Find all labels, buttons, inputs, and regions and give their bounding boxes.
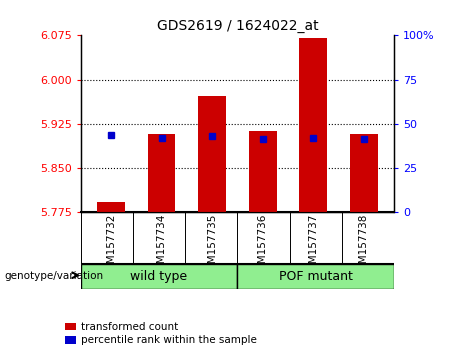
Text: POF mutant: POF mutant: [279, 270, 353, 283]
Text: GSM157735: GSM157735: [207, 214, 217, 277]
Text: genotype/variation: genotype/variation: [5, 271, 104, 281]
Text: GSM157737: GSM157737: [308, 214, 318, 277]
Bar: [237, 264, 394, 289]
Text: GSM157732: GSM157732: [106, 214, 116, 277]
Text: GSM157736: GSM157736: [258, 214, 268, 277]
Text: GSM157734: GSM157734: [157, 214, 166, 277]
Bar: [148, 134, 176, 212]
Bar: [350, 134, 378, 212]
Bar: [198, 96, 226, 212]
Text: GSM157738: GSM157738: [359, 214, 369, 277]
Legend: transformed count, percentile rank within the sample: transformed count, percentile rank withi…: [65, 322, 257, 345]
Bar: [299, 38, 327, 212]
Text: wild type: wild type: [130, 270, 188, 283]
Title: GDS2619 / 1624022_at: GDS2619 / 1624022_at: [157, 19, 318, 33]
Bar: [81, 264, 237, 289]
Bar: [249, 131, 277, 212]
Bar: [97, 202, 125, 212]
